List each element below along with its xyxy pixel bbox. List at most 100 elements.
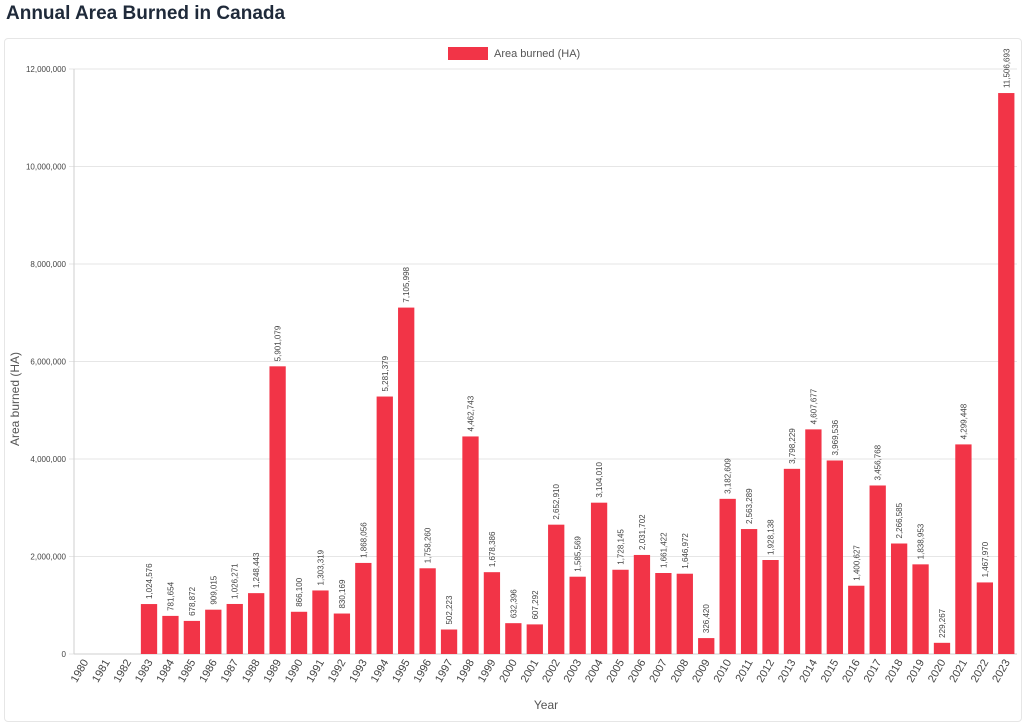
x-tick-label: 2002 (540, 658, 563, 685)
bar-value-label: 1,467,970 (981, 541, 990, 577)
y-tick-label: 10,000,000 (26, 163, 67, 172)
legend-label: Area burned (HA) (494, 48, 580, 60)
x-tick-label: 2019 (905, 658, 928, 685)
bar-2004[interactable] (590, 502, 608, 654)
bar-2018[interactable] (890, 543, 908, 654)
x-tick-label: 1984 (154, 658, 177, 685)
bar-2007[interactable] (655, 573, 672, 654)
bar-1985[interactable] (183, 620, 201, 654)
bar-1997[interactable] (440, 629, 458, 654)
x-tick-label: 1995 (390, 658, 413, 685)
bar-value-label: 1,838,953 (917, 523, 926, 559)
bar-value-label: 1,585,569 (574, 536, 583, 572)
x-tick-label: 2006 (626, 658, 649, 685)
y-tick-label: 2,000,000 (30, 553, 66, 562)
bar-2005[interactable] (612, 569, 629, 654)
x-tick-label: 1993 (347, 658, 370, 685)
bar-1991[interactable] (312, 590, 329, 654)
x-tick-label: 2014 (797, 658, 820, 685)
x-tick-label: 1997 (433, 658, 456, 685)
bar-1995[interactable] (398, 307, 415, 654)
bar-1988[interactable] (248, 593, 265, 654)
bar-1992[interactable] (333, 613, 351, 654)
bar-2001[interactable] (526, 624, 543, 654)
x-tick-label: 2023 (990, 658, 1013, 685)
bar-value-label: 3,456,768 (874, 444, 883, 480)
bar-2020[interactable] (933, 642, 951, 654)
x-tick-label: 2000 (497, 658, 520, 685)
bar-value-label: 830,169 (338, 579, 347, 608)
x-tick-label: 1994 (369, 658, 392, 685)
bar-2006[interactable] (633, 554, 651, 654)
bar-2002[interactable] (548, 524, 565, 654)
bar-1994[interactable] (376, 396, 393, 654)
bar-1983[interactable] (140, 604, 158, 654)
bar-value-label: 1,303,319 (316, 549, 325, 585)
bar-2009[interactable] (698, 638, 715, 654)
bar-value-label: 1,661,422 (659, 532, 668, 568)
bar-2022[interactable] (976, 582, 993, 654)
bar-value-label: 1,026,271 (231, 563, 240, 599)
bar-value-label: 3,798,229 (788, 428, 797, 464)
bar-1996[interactable] (419, 568, 436, 654)
bar-2016[interactable] (848, 585, 865, 654)
bar-1986[interactable] (205, 609, 222, 654)
bar-2013[interactable] (783, 468, 801, 654)
bar-value-label: 1,678,386 (488, 531, 497, 567)
x-tick-label: 2007 (647, 658, 670, 685)
bar-2010[interactable] (719, 498, 736, 654)
bar-1989[interactable] (269, 366, 286, 654)
bar-value-label: 866,100 (295, 577, 304, 606)
bar-1998[interactable] (462, 436, 479, 654)
bar-2017[interactable] (869, 485, 886, 654)
bar-value-label: 229,267 (938, 608, 947, 637)
bar-value-label: 1,868,056 (359, 522, 368, 558)
bar-value-label: 3,104,010 (595, 462, 604, 498)
x-tick-label: 2011 (733, 658, 755, 684)
x-tick-label: 1999 (476, 658, 499, 685)
bar-1993[interactable] (355, 562, 372, 654)
bar-2003[interactable] (569, 576, 586, 654)
x-tick-label: 2001 (519, 658, 542, 685)
x-tick-label: 2016 (840, 658, 863, 685)
bar-value-label: 2,652,910 (552, 484, 561, 520)
x-tick-label: 1987 (219, 658, 242, 685)
bar-value-label: 326,420 (702, 604, 711, 633)
y-tick-label: 6,000,000 (30, 358, 66, 367)
bar-value-label: 632,396 (509, 589, 518, 618)
bar-1987[interactable] (226, 603, 243, 654)
bar-value-label: 2,563,289 (745, 488, 754, 524)
x-tick-label: 2013 (776, 658, 799, 685)
y-tick-label: 12,000,000 (26, 65, 67, 74)
bar-value-label: 3,182,609 (724, 458, 733, 494)
bar-2021[interactable] (955, 444, 972, 654)
x-tick-label: 2003 (562, 658, 585, 685)
x-tick-label: 1998 (454, 658, 477, 685)
bar-value-labels: 1,024,576 781,654 678,872 909,015 1,026,271 1… (145, 48, 1011, 638)
grid-lines (69, 68, 1017, 655)
bar-2000[interactable] (505, 623, 522, 654)
bar-2015[interactable] (826, 460, 843, 654)
bar-1990[interactable] (290, 611, 308, 654)
legend-swatch (448, 47, 488, 60)
x-tick-label: 1980 (69, 658, 92, 685)
bar-value-label: 5,901,079 (274, 325, 283, 361)
x-tick-label: 1985 (176, 658, 199, 685)
x-tick-label: 2010 (712, 658, 735, 685)
bar-2014[interactable] (805, 429, 822, 654)
x-tick-label: 1990 (283, 658, 306, 685)
x-axis-title: Year (534, 698, 558, 712)
x-tick-label: 2017 (862, 658, 885, 685)
legend[interactable]: Area burned (HA) (448, 47, 580, 60)
bar-2012[interactable] (762, 560, 779, 654)
bar-2023[interactable] (998, 93, 1015, 655)
bar-1999[interactable] (483, 572, 501, 654)
y-axis-title: Area burned (HA) (8, 352, 22, 446)
x-tick-label: 1989 (262, 658, 285, 685)
bar-1984[interactable] (162, 615, 179, 654)
bar-2008[interactable] (676, 573, 693, 654)
bar-2011[interactable] (740, 529, 758, 654)
bar-2019[interactable] (912, 564, 929, 654)
x-tick-label: 1986 (197, 658, 220, 685)
bar-value-label: 1,928,138 (767, 519, 776, 555)
